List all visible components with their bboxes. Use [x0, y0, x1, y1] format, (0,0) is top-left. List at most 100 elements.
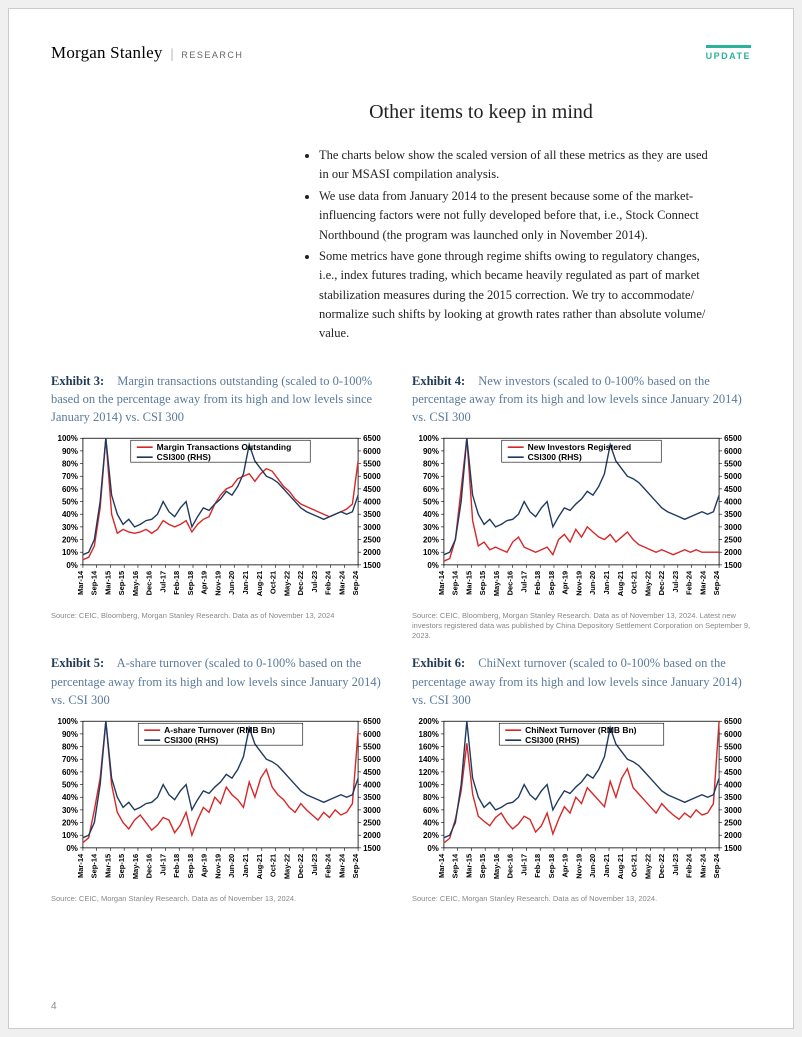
svg-text:Dec-22: Dec-22 — [296, 571, 305, 596]
svg-text:0%: 0% — [427, 844, 439, 853]
svg-text:3500: 3500 — [724, 793, 742, 802]
svg-text:Apr-19: Apr-19 — [200, 854, 209, 878]
svg-text:Nov-19: Nov-19 — [575, 571, 584, 596]
svg-text:40%: 40% — [423, 818, 439, 827]
svg-text:4500: 4500 — [724, 768, 742, 777]
svg-text:Jul-23: Jul-23 — [310, 854, 319, 876]
svg-text:30%: 30% — [62, 523, 78, 532]
svg-text:Sep-14: Sep-14 — [90, 570, 99, 595]
svg-text:2000: 2000 — [363, 831, 381, 840]
exhibit-5-chart: 0%10%20%30%40%50%60%70%80%90%100%1500200… — [51, 715, 390, 890]
svg-text:Sep-15: Sep-15 — [478, 854, 487, 879]
svg-text:10%: 10% — [423, 548, 439, 557]
svg-text:Aug-21: Aug-21 — [616, 571, 625, 596]
svg-text:6500: 6500 — [363, 717, 381, 726]
svg-text:6000: 6000 — [724, 730, 742, 739]
svg-text:1500: 1500 — [363, 844, 381, 853]
svg-text:160%: 160% — [419, 742, 439, 751]
svg-text:60%: 60% — [423, 485, 439, 494]
exhibit-6: Exhibit 6: ChiNext turnover (scaled to 0… — [412, 654, 751, 903]
page-header: Morgan Stanley | RESEARCH UPDATE — [51, 43, 751, 63]
svg-text:100%: 100% — [419, 434, 439, 443]
svg-text:Mar-24: Mar-24 — [698, 570, 707, 595]
svg-text:2500: 2500 — [363, 818, 381, 827]
svg-text:40%: 40% — [62, 510, 78, 519]
svg-text:Feb-18: Feb-18 — [533, 854, 542, 878]
brand-subtitle: RESEARCH — [181, 50, 243, 60]
svg-text:2500: 2500 — [724, 536, 742, 545]
svg-text:Jan-21: Jan-21 — [241, 854, 250, 878]
svg-text:4000: 4000 — [363, 780, 381, 789]
exhibit-3-chart: 0%10%20%30%40%50%60%70%80%90%100%1500200… — [51, 432, 390, 607]
svg-text:Mar-14: Mar-14 — [437, 853, 446, 878]
svg-text:6000: 6000 — [363, 730, 381, 739]
bullet-item: Some metrics have gone through regime sh… — [319, 247, 711, 344]
svg-text:Apr-19: Apr-19 — [561, 854, 570, 878]
svg-text:Sep-14: Sep-14 — [90, 853, 99, 878]
svg-text:4500: 4500 — [724, 485, 742, 494]
exhibits-grid: Exhibit 3: Margin transactions outstandi… — [51, 372, 751, 904]
svg-text:4000: 4000 — [363, 498, 381, 507]
svg-text:Sep-15: Sep-15 — [117, 854, 126, 879]
svg-text:70%: 70% — [423, 472, 439, 481]
section-title: Other items to keep in mind — [251, 101, 711, 124]
svg-text:Jul-23: Jul-23 — [310, 571, 319, 593]
bullet-item: We use data from January 2014 to the pre… — [319, 187, 711, 245]
svg-text:2500: 2500 — [724, 818, 742, 827]
svg-text:100%: 100% — [58, 434, 78, 443]
brand-block: Morgan Stanley | RESEARCH — [51, 43, 243, 63]
svg-text:2000: 2000 — [724, 548, 742, 557]
svg-text:Dec-16: Dec-16 — [506, 571, 515, 596]
svg-text:3500: 3500 — [363, 510, 381, 519]
svg-text:Feb-24: Feb-24 — [685, 570, 694, 595]
svg-text:90%: 90% — [423, 447, 439, 456]
svg-text:5000: 5000 — [724, 472, 742, 481]
svg-text:Dec-16: Dec-16 — [145, 854, 154, 879]
svg-text:3000: 3000 — [724, 523, 742, 532]
svg-text:100%: 100% — [58, 717, 78, 726]
svg-text:Dec-22: Dec-22 — [296, 854, 305, 879]
svg-text:6000: 6000 — [724, 447, 742, 456]
svg-text:6000: 6000 — [363, 447, 381, 456]
exhibit-6-caption: Exhibit 6: ChiNext turnover (scaled to 0… — [412, 654, 751, 708]
svg-text:20%: 20% — [423, 536, 439, 545]
svg-text:80%: 80% — [423, 460, 439, 469]
exhibit-4: Exhibit 4: New investors (scaled to 0-10… — [412, 372, 751, 641]
svg-text:5500: 5500 — [724, 460, 742, 469]
svg-text:Jul-23: Jul-23 — [671, 571, 680, 593]
svg-text:CSI300 (RHS): CSI300 (RHS) — [164, 735, 218, 745]
svg-text:Jun-20: Jun-20 — [227, 571, 236, 595]
svg-text:Dec-16: Dec-16 — [145, 571, 154, 596]
svg-text:Feb-18: Feb-18 — [172, 854, 181, 878]
svg-text:80%: 80% — [62, 460, 78, 469]
svg-text:6500: 6500 — [724, 717, 742, 726]
exhibit-5-label: Exhibit 5: — [51, 656, 104, 670]
svg-text:30%: 30% — [423, 523, 439, 532]
svg-text:60%: 60% — [62, 485, 78, 494]
svg-text:6500: 6500 — [363, 434, 381, 443]
svg-text:Mar-24: Mar-24 — [698, 853, 707, 878]
svg-text:Dec-22: Dec-22 — [657, 571, 666, 596]
svg-text:Oct-21: Oct-21 — [630, 854, 639, 877]
svg-text:5500: 5500 — [363, 742, 381, 751]
svg-text:Jun-20: Jun-20 — [588, 854, 597, 878]
svg-text:CSI300 (RHS): CSI300 (RHS) — [528, 452, 582, 462]
svg-text:30%: 30% — [62, 806, 78, 815]
exhibit-6-chart: 0%20%40%60%80%100%120%140%160%180%200%15… — [412, 715, 751, 890]
svg-text:90%: 90% — [62, 447, 78, 456]
svg-text:May-22: May-22 — [282, 571, 291, 596]
update-badge: UPDATE — [706, 45, 751, 61]
svg-text:Mar-14: Mar-14 — [76, 853, 85, 878]
svg-text:Nov-19: Nov-19 — [213, 854, 222, 879]
svg-text:Mar-24: Mar-24 — [337, 853, 346, 878]
svg-text:10%: 10% — [62, 831, 78, 840]
svg-text:Aug-21: Aug-21 — [616, 854, 625, 879]
svg-text:Sep-18: Sep-18 — [186, 571, 195, 596]
svg-text:3500: 3500 — [724, 510, 742, 519]
exhibit-5-source: Source: CEIC, Morgan Stanley Research. D… — [51, 894, 390, 904]
chart-svg: 0%10%20%30%40%50%60%70%80%90%100%1500200… — [412, 432, 751, 607]
svg-text:200%: 200% — [419, 717, 439, 726]
svg-text:100%: 100% — [419, 780, 439, 789]
svg-text:Jan-21: Jan-21 — [241, 571, 250, 595]
svg-text:20%: 20% — [62, 536, 78, 545]
